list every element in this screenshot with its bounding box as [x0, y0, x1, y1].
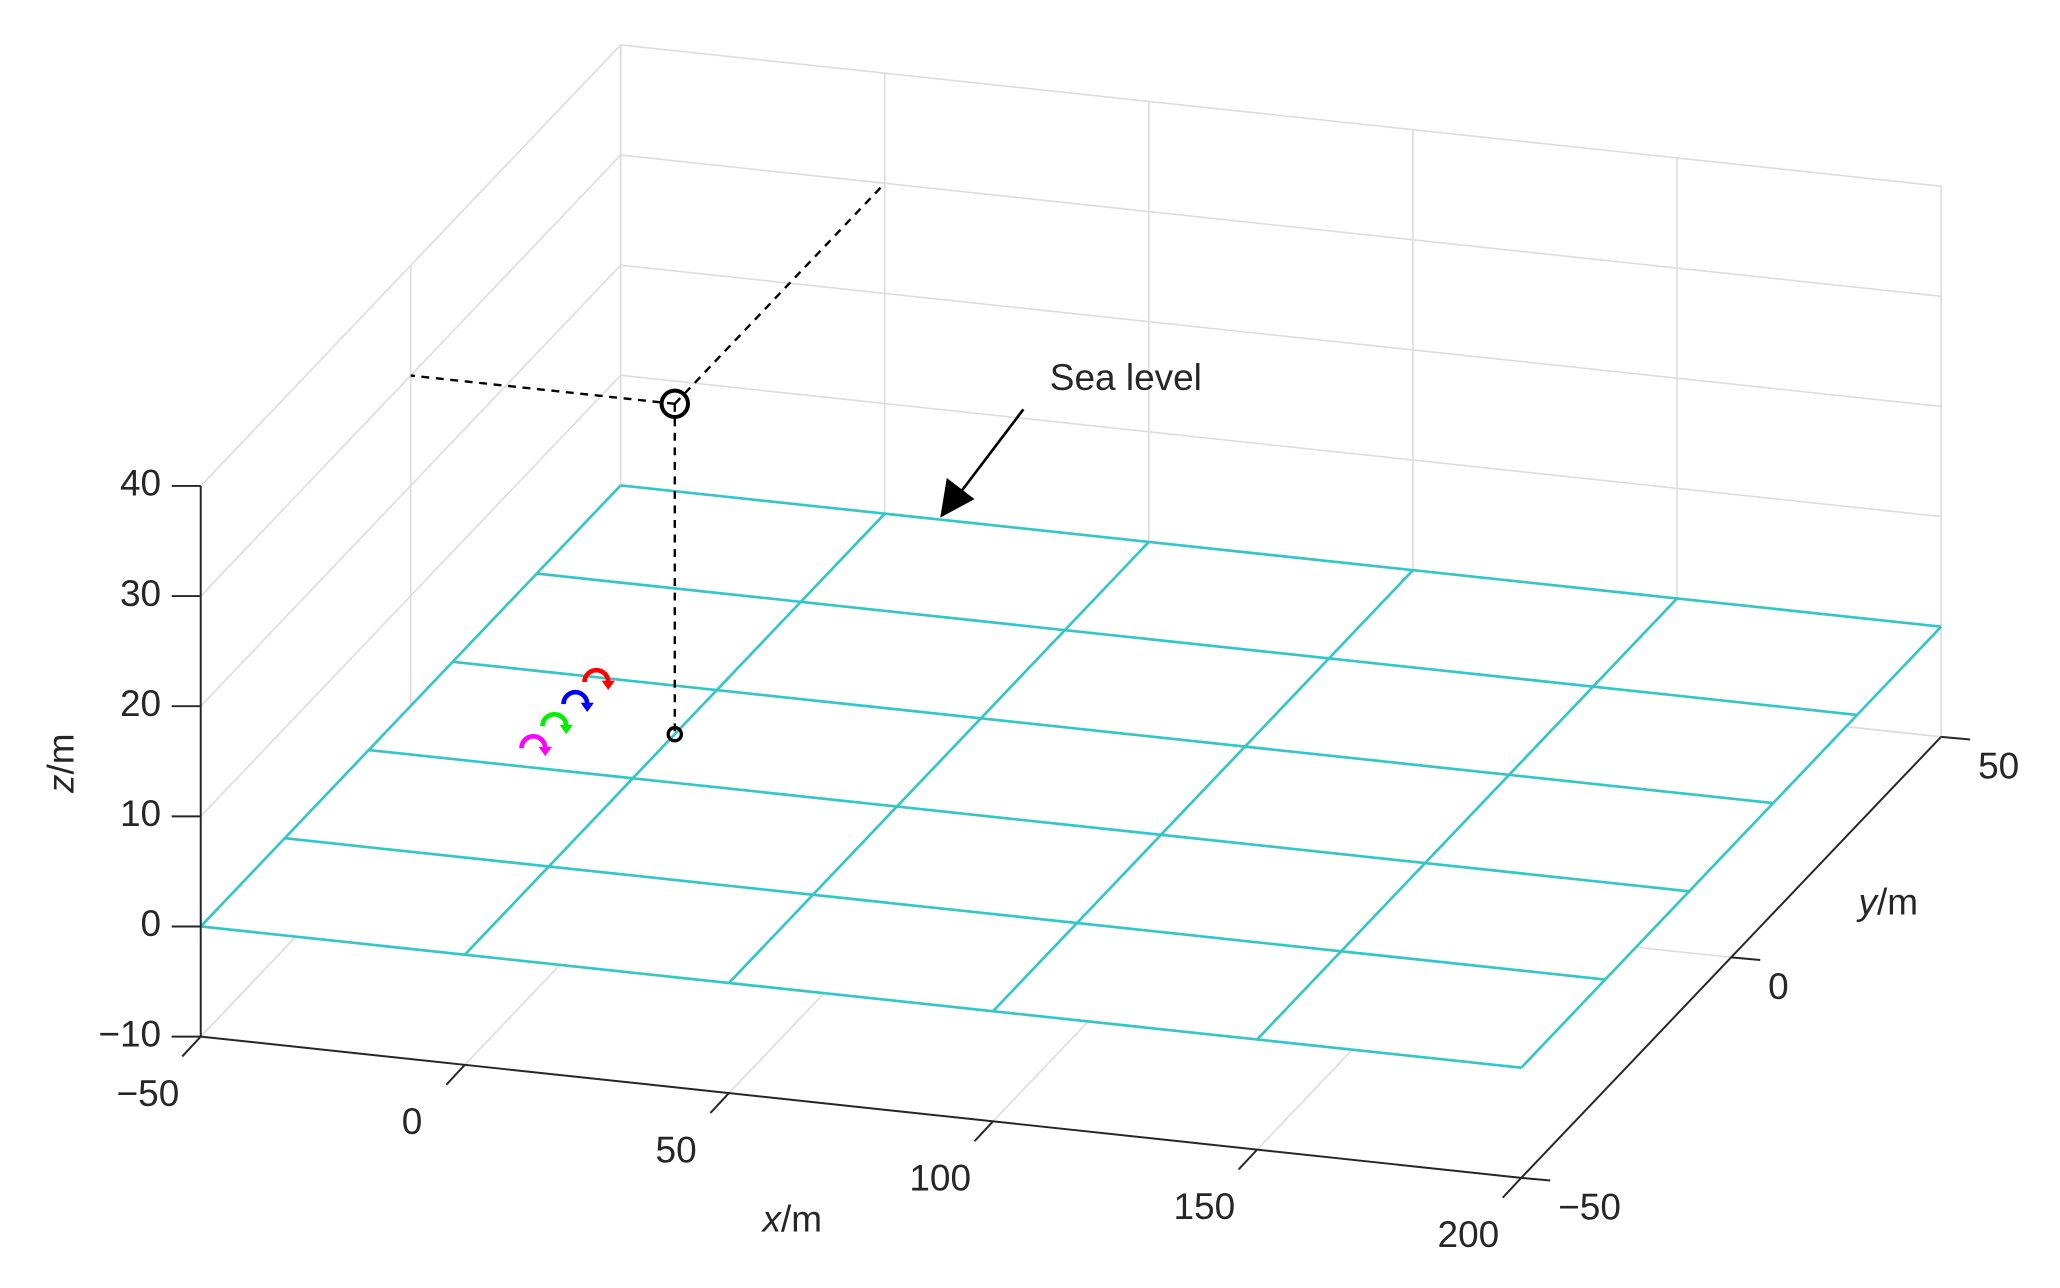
surface-line — [727, 541, 1150, 984]
grid-line — [200, 374, 622, 817]
x-tick-label: 200 — [1438, 1214, 1500, 1255]
surface-line — [536, 572, 1858, 717]
x-tick — [181, 1035, 202, 1058]
y-tick-label: 50 — [1978, 745, 2019, 786]
receiver — [582, 667, 615, 690]
annotation-arrow — [956, 408, 1025, 498]
receiver — [561, 690, 594, 713]
point — [659, 388, 690, 419]
surface-line — [200, 925, 1522, 1070]
receiver — [540, 712, 573, 735]
grid-line — [200, 264, 622, 707]
point — [666, 725, 684, 743]
z-axis-label: z/m — [40, 733, 81, 794]
x-tick-label: 100 — [909, 1158, 971, 1199]
receiver-arrow — [559, 724, 573, 735]
x-tick — [1237, 1148, 1258, 1171]
receiver-arc — [540, 712, 569, 727]
grid-line — [620, 154, 1942, 298]
grid-line — [620, 264, 1942, 408]
y-tick — [1521, 1176, 1551, 1182]
x-tick — [1502, 1177, 1522, 1199]
x-axis — [200, 1035, 1522, 1179]
receiver — [519, 734, 552, 757]
z-tick-label: 20 — [120, 683, 161, 724]
x-tick-label: 0 — [402, 1101, 423, 1142]
x-tick-label: 150 — [1173, 1186, 1235, 1227]
surface-line — [1520, 625, 1943, 1069]
surface-line — [992, 569, 1414, 1013]
grid-line — [200, 44, 622, 487]
receiver-arc — [561, 690, 590, 705]
z-tick-label: 30 — [120, 573, 161, 614]
grid-line — [620, 44, 1942, 187]
projection-line — [673, 182, 886, 405]
annotation-text: Sea level — [1050, 357, 1202, 398]
surface-line — [1256, 597, 1678, 1041]
projection-line — [410, 374, 675, 405]
surface-line — [452, 660, 1774, 805]
surface-line — [199, 484, 622, 928]
z-tick-label: 0 — [141, 903, 162, 944]
receiver-arc — [582, 667, 611, 683]
z-tick-label: −10 — [98, 1013, 161, 1054]
surface-line — [368, 748, 1690, 893]
z-tick-label: 10 — [120, 793, 161, 834]
x-tick — [973, 1120, 994, 1142]
receiver-arc — [519, 734, 548, 749]
surface-line — [284, 836, 1606, 981]
surface-fill — [200, 485, 1942, 1068]
x-tick-label: −50 — [117, 1073, 180, 1114]
annotation-arrowhead — [940, 478, 975, 518]
x-tick — [709, 1092, 730, 1114]
surface-line — [620, 484, 1942, 629]
y-tick — [1941, 735, 1971, 741]
receiver-arrow — [601, 680, 615, 690]
y-tick-label: 0 — [1768, 966, 1789, 1007]
grid-line — [620, 374, 1942, 518]
z-tick-label: 40 — [120, 463, 161, 504]
surface-line — [463, 512, 886, 956]
x-tick-label: 50 — [656, 1129, 697, 1170]
receiver-arrow — [538, 746, 552, 757]
y-tick-label: −50 — [1558, 1186, 1621, 1227]
receiver-arrow — [580, 702, 594, 713]
x-tick — [445, 1064, 466, 1086]
x-axis-label: x/m — [761, 1198, 823, 1239]
y-axis-label: y/m — [1856, 881, 1919, 922]
y-tick — [1731, 956, 1761, 961]
